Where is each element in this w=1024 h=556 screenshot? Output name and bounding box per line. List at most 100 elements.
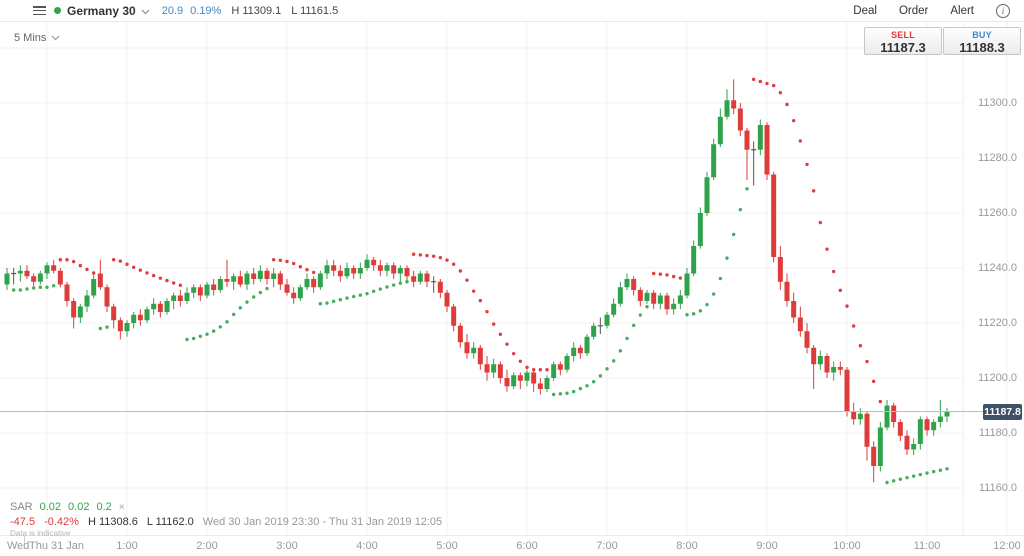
sar-dot — [798, 139, 803, 143]
order-button[interactable]: Order — [898, 4, 929, 17]
sar-dot — [771, 83, 776, 88]
sar-dot — [718, 276, 723, 281]
sar-dot — [145, 271, 149, 275]
sar-dot — [371, 289, 376, 294]
candle-body — [897, 422, 903, 436]
time-tick-label: 11:00 — [913, 540, 941, 552]
sar-dot — [331, 299, 336, 304]
sar-dot — [858, 344, 863, 348]
sar-dot — [511, 351, 516, 356]
sar-dot — [845, 304, 849, 308]
candle-body — [184, 292, 190, 301]
sar-dot — [191, 336, 196, 341]
candle-body — [937, 416, 943, 422]
candle-body — [457, 325, 463, 343]
sar-dot — [905, 475, 909, 480]
candle-body — [304, 279, 310, 288]
instrument-name[interactable]: Germany 30 — [67, 3, 136, 18]
sar-dot — [151, 273, 156, 278]
candle-body — [917, 419, 923, 444]
candle-body — [731, 100, 737, 109]
candle-body — [24, 270, 30, 277]
candle-body — [111, 306, 117, 321]
remove-indicator-icon[interactable]: × — [118, 501, 125, 513]
chevron-down-icon — [51, 35, 60, 41]
sar-dot — [265, 286, 269, 291]
candle-body — [771, 174, 777, 257]
candle-body — [617, 287, 623, 304]
candle-body — [804, 331, 810, 348]
sar-dot — [278, 258, 283, 262]
sell-button[interactable]: SELL 11187.3 — [864, 27, 942, 55]
sar-dot — [658, 272, 663, 276]
candle-body — [584, 336, 590, 354]
timeframe-label: 5 Mins — [14, 32, 47, 44]
candle-body — [757, 125, 763, 150]
sar-dot — [698, 309, 703, 313]
sar-dot — [418, 253, 423, 257]
sar-dot — [705, 302, 709, 307]
candle-body — [391, 265, 397, 274]
candle-body — [151, 303, 157, 310]
info-icon[interactable]: i — [996, 3, 1010, 18]
sar-dot — [458, 269, 463, 273]
candle-body — [511, 375, 517, 387]
alert-button[interactable]: Alert — [950, 4, 974, 17]
sar-dot — [745, 187, 749, 191]
sar-dot — [138, 268, 143, 272]
sar-dot — [238, 306, 243, 310]
time-tick-label: 9:00 — [756, 540, 778, 552]
candle-body — [317, 273, 323, 288]
hamburger-menu-icon[interactable] — [33, 6, 46, 15]
sar-dot — [865, 359, 869, 364]
sar-dot — [18, 288, 23, 292]
buy-button[interactable]: BUY 11188.3 — [943, 27, 1021, 55]
candle-body — [257, 270, 263, 279]
sar-dot — [538, 368, 543, 372]
candle-body — [351, 268, 357, 274]
sar-dot — [431, 254, 436, 258]
price-tick-label: 11280.0 — [978, 152, 1017, 164]
sar-dot — [551, 392, 556, 397]
candle-body — [777, 257, 783, 282]
day-label-thu: Thu 31 Jan — [29, 540, 85, 552]
timeframe-selector[interactable]: 5 Mins — [14, 32, 60, 44]
disclaimer-text: Data is indicative — [10, 529, 71, 538]
candle-body — [404, 268, 410, 277]
candle-body — [344, 268, 350, 277]
candle-body — [437, 281, 443, 293]
session-change-percent: -0.42% — [44, 516, 79, 528]
candle-body — [124, 323, 130, 332]
candle-body — [51, 265, 57, 271]
indicator-name: SAR — [10, 501, 33, 513]
sar-dot — [185, 337, 189, 342]
sell-label: SELL — [891, 30, 915, 40]
sar-dot — [358, 293, 363, 297]
candle-body — [144, 309, 150, 321]
sar-dot — [38, 285, 43, 289]
session-change: -47.5 — [10, 516, 36, 528]
candle-body — [611, 303, 617, 315]
sar-dot — [211, 329, 216, 333]
candle-body — [811, 347, 817, 365]
candle-body — [64, 284, 70, 301]
sar-dot — [751, 77, 756, 82]
sar-dot — [838, 288, 843, 293]
day-high: H 11309.1 — [231, 4, 282, 17]
candle-body — [237, 276, 243, 285]
candle-body — [297, 287, 303, 299]
candle-body — [91, 279, 97, 296]
buy-label: BUY — [972, 30, 992, 40]
deal-button[interactable]: Deal — [853, 4, 877, 17]
candle-body — [71, 301, 77, 318]
sar-dot — [498, 332, 503, 337]
chevron-down-icon[interactable] — [141, 2, 150, 20]
candle-body — [471, 347, 477, 354]
sar-dot — [205, 332, 209, 336]
sar-dot — [198, 334, 203, 338]
candle-body — [191, 287, 197, 293]
sar-dot — [318, 302, 323, 306]
sar-dot — [411, 252, 416, 256]
session-low: L 11162.0 — [146, 516, 194, 528]
